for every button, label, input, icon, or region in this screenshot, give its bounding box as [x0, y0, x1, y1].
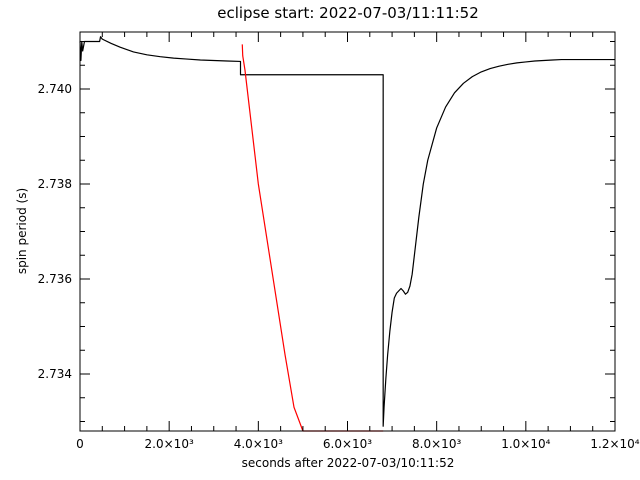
- x-tick-label: 0: [76, 437, 84, 451]
- chart-title: eclipse start: 2022-07-03/11:11:52: [217, 4, 479, 22]
- x-tick-label: 1.0×10⁴: [501, 437, 550, 451]
- y-tick-label: 2.740: [38, 82, 72, 96]
- y-tick-label: 2.738: [38, 177, 72, 191]
- y-axis-label: spin period (s): [15, 188, 29, 274]
- series-line-1: [79, 36, 615, 427]
- y-tick-label: 2.736: [38, 272, 72, 286]
- plot-frame: [79, 31, 616, 432]
- series-line-2: [241, 44, 384, 432]
- x-tick-label: 4.0×10³: [234, 437, 283, 451]
- x-tick-label: 6.0×10³: [323, 437, 372, 451]
- series-layer: [79, 36, 615, 432]
- x-tick-label: 8.0×10³: [412, 437, 461, 451]
- x-tick-label: 2.0×10³: [145, 437, 194, 451]
- y-tick-label: 2.734: [38, 367, 72, 381]
- ticks-layer: 0 2.0×10³ 4.0×10³ 6.0×10³ 8.0×10³ 1.0×10⁴ 1.2×…: [38, 32, 640, 451]
- x-axis-label: seconds after 2022-07-03/10:11:52: [242, 456, 455, 470]
- x-tick-label: 1.2×10⁴: [590, 437, 639, 451]
